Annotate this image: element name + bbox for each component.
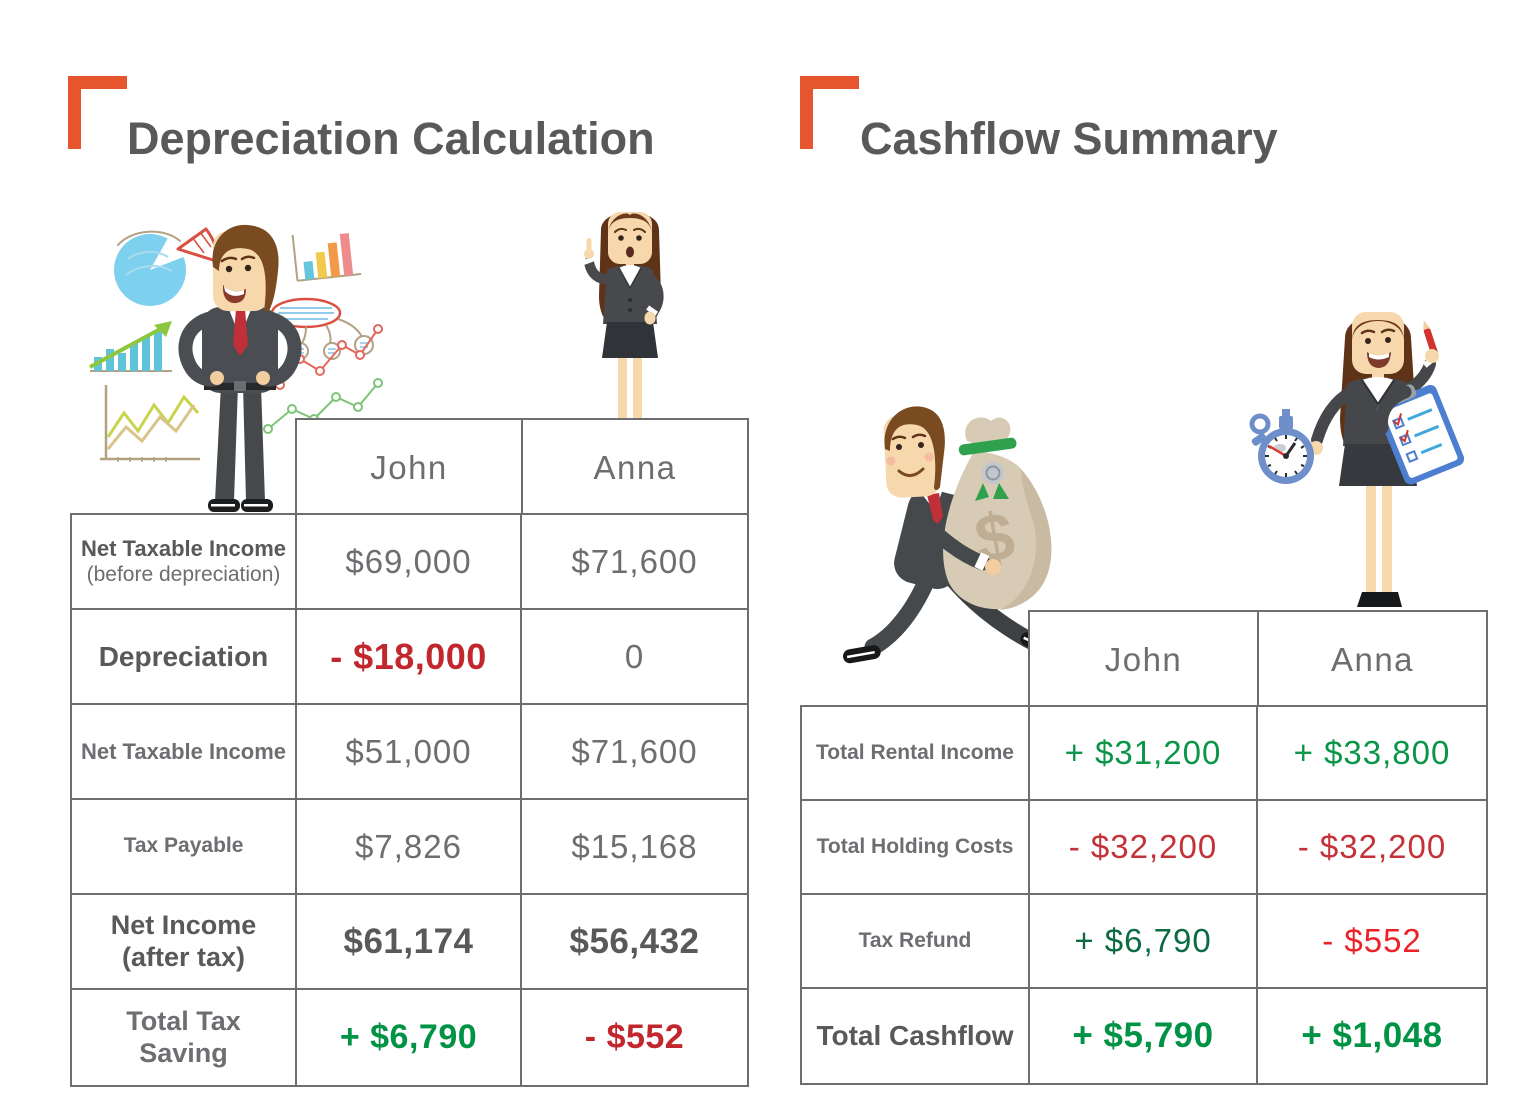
cashflow-column-header-anna: Anna — [1257, 612, 1486, 707]
table-cell: - $552 — [522, 990, 747, 1085]
zigzag-chart-doodle-icon — [100, 385, 200, 462]
table-cell: - $32,200 — [1030, 801, 1258, 895]
row-label-total-cashflow: Total Cashflow — [802, 989, 1030, 1083]
value-john: $51,000 — [345, 732, 472, 770]
cashflow-table: Total Rental Income + $31,200 + $33,800 … — [800, 705, 1488, 1085]
table-cell: $56,432 — [522, 895, 747, 990]
value-anna: $56,432 — [569, 921, 700, 961]
value-john: $69,000 — [345, 542, 472, 580]
value-anna: + $1,048 — [1301, 1016, 1443, 1055]
value-anna: - $552 — [1322, 922, 1422, 959]
row-label-total-rental-income: Total Rental Income — [802, 707, 1030, 801]
row-label-tax-payable: Tax Payable — [72, 800, 297, 895]
raised-arm — [584, 257, 618, 284]
table-cell: $7,826 — [297, 800, 522, 895]
depreciation-column-header-anna: Anna — [521, 420, 747, 515]
stopwatch-icon — [1249, 409, 1314, 484]
depreciation-table: Net Taxable Income (before depreciation)… — [70, 513, 749, 1087]
depreciation-table-header: John Anna — [295, 418, 749, 515]
pie-chart-doodle-icon — [114, 227, 218, 306]
value-john: - $18,000 — [330, 635, 487, 677]
value-anna: $71,600 — [571, 542, 698, 580]
orange-corner-bracket-left — [68, 76, 127, 149]
value-john: $7,826 — [355, 827, 462, 865]
value-anna: 0 — [624, 637, 645, 675]
row-label-total-holding-costs: Total Holding Costs — [802, 801, 1030, 895]
bar-chart-doodle-icon — [291, 233, 362, 282]
table-cell: + $5,790 — [1030, 989, 1258, 1083]
right-section-title: Cashflow Summary — [860, 113, 1278, 164]
value-john: + $31,200 — [1064, 734, 1222, 771]
value-john: - $32,200 — [1068, 828, 1218, 865]
table-cell: $51,000 — [297, 705, 522, 800]
clipboard-icon — [1376, 384, 1465, 485]
value-anna: $71,600 — [571, 732, 698, 770]
row-label-tax-refund: Tax Refund — [802, 895, 1030, 989]
value-anna: - $552 — [584, 1018, 685, 1056]
table-cell: 0 — [522, 610, 747, 705]
depreciation-column-header-john: John — [370, 448, 448, 486]
table-cell: + $33,800 — [1258, 707, 1486, 801]
cashflow-table-header: John Anna — [1028, 610, 1488, 707]
growth-bar-chart-doodle-icon — [89, 321, 172, 372]
table-cell: - $18,000 — [297, 610, 522, 705]
table-cell: $69,000 — [297, 515, 522, 610]
left-section-title: Depreciation Calculation — [127, 113, 655, 164]
table-cell: + $1,048 — [1258, 989, 1486, 1083]
value-anna: - $32,200 — [1297, 828, 1447, 865]
cashflow-column-header-john: John — [1104, 640, 1183, 678]
table-cell: $71,600 — [522, 515, 747, 610]
businessman-figure — [178, 224, 302, 512]
businessman-carrying-money-bag-illustration: $ — [843, 406, 1057, 664]
value-anna: + $33,800 — [1293, 734, 1451, 771]
table-cell: - $32,200 — [1258, 801, 1486, 895]
value-john: $61,174 — [343, 921, 474, 961]
row-label-net-taxable-income-before: Net Taxable Income (before depreciation) — [72, 515, 297, 610]
value-anna: $15,168 — [571, 827, 698, 865]
businessman-with-charts-illustration — [89, 224, 383, 512]
row-label-net-taxable-income: Net Taxable Income — [72, 705, 297, 800]
table-cell: + $6,790 — [297, 990, 522, 1085]
pointing-finger — [586, 238, 592, 254]
value-john: + $5,790 — [1072, 1016, 1214, 1055]
businesswoman-pointing-illustration — [582, 212, 664, 418]
row-label-net-income-after-tax: Net Income (after tax) — [72, 895, 297, 990]
table-cell: + $6,790 — [1030, 895, 1258, 989]
table-cell: $15,168 — [522, 800, 747, 895]
table-cell: $61,174 — [297, 895, 522, 990]
orange-corner-bracket-right — [800, 76, 859, 149]
pencil-icon — [1423, 320, 1438, 355]
money-bag-icon: $ — [943, 417, 1052, 610]
table-cell: $71,600 — [522, 705, 747, 800]
value-john: + $6,790 — [1074, 922, 1212, 959]
row-label-depreciation: Depreciation — [72, 610, 297, 705]
row-label-total-tax-saving: Total Tax Saving — [72, 990, 297, 1085]
table-cell: + $31,200 — [1030, 707, 1258, 801]
businesswoman-with-stopwatch-and-clipboard-illustration — [1249, 312, 1465, 607]
table-cell: - $552 — [1258, 895, 1486, 989]
line-chart-green-doodle-icon — [263, 378, 383, 434]
value-john: + $6,790 — [339, 1018, 478, 1056]
high-heel-shoe — [1374, 592, 1402, 607]
